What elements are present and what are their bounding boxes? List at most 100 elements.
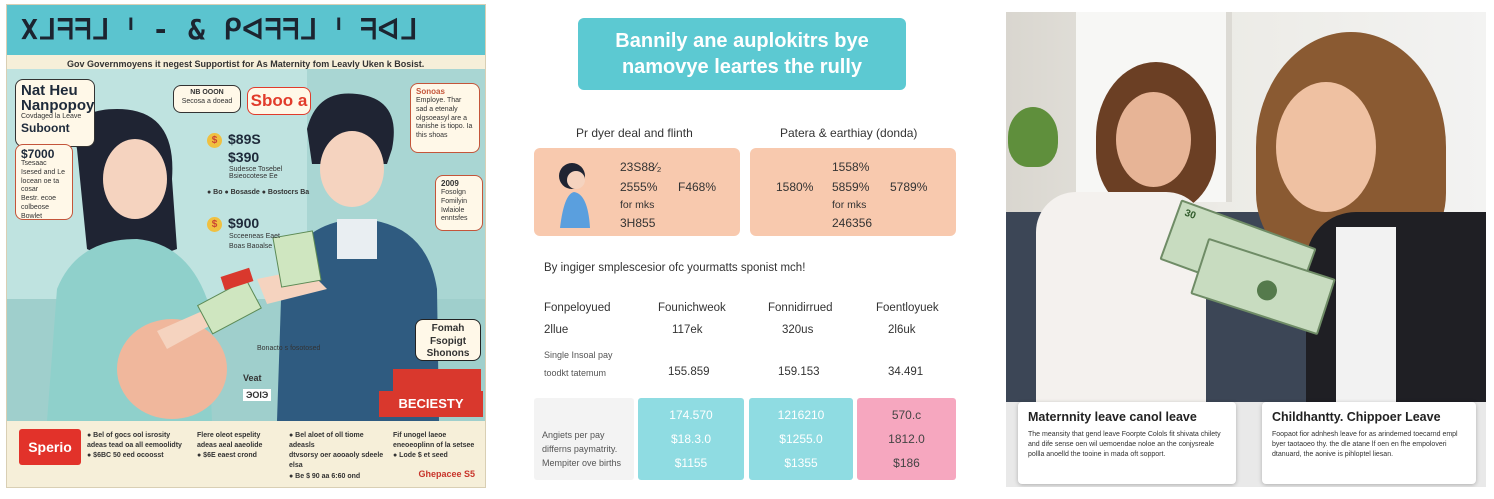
money-line-1: $ $89S [207,131,261,148]
tile-value: 174.570 [669,408,713,422]
caption-card-maternity: Maternnity leave canol leave The meansit… [1018,402,1236,484]
footer-col-1: ● Bel of gocs ool isrosity adeas tead oa… [87,431,183,461]
poster-subtitle: Gov Governmoyens it negest Supportist fo… [67,59,425,69]
bubble-left-line4: Suboont [21,120,70,135]
footer-text: ● Bel of gocs ool isrosity [87,432,171,439]
card-right-v1: 1558% [832,160,870,174]
bubble-left-line2: Nanpopoy [21,97,95,114]
info-bubble-top: NB OOON Secosa a doead [173,85,241,113]
column-header: Foentloyuek [876,302,939,314]
title-line-1: Bannily ane auplokitrs bye [615,30,869,52]
bullet-row: ● Bo ● Bosasde ● Bostocrs Ba [207,189,310,196]
stat-left-text: Tsesaac Isesed and Le locean oe ta cosar [21,160,65,194]
table-cell: 155.859 [668,366,710,378]
card-left-v3: F468% [678,180,717,194]
info-bubble-left: Nat Heu Nanpopoy Covdaged la Leave Suboo… [15,79,95,147]
card-left-heading: Pr dyer deal and flinth [576,126,693,140]
money-value-2: $390 [228,149,260,165]
family-box: Fomah Fsopigt Shonons [415,319,481,361]
poster-footer: ● Bel of gocs ool isrosity adeas tead oa… [7,421,485,487]
info-bubble-right-2: 2009 Fosolgn Fomilyin Iwlaiole enntsfes [435,175,483,231]
cashier-label: Veat [243,373,262,383]
tile-value: 1812.0 [888,432,925,446]
value-tile-1: 174.570 $18.3.0 $1155 [638,398,744,480]
bubble-top-line2: Secosa a doead [181,97,233,105]
poster-brand: Ghepacee S5 [418,469,475,479]
stat-left-value: $7000 [21,147,55,161]
footer-text: ● Lode $ et seed [393,452,448,460]
comparison-heading: By ingiger smplescesior ofc yourmatts sp… [544,262,806,274]
card-right-heading: Patera & earthiay (donda) [780,126,918,140]
table-cell: 2llue [544,324,569,336]
card-right: 1558% 1580% 5859% 5789% for mks 246356 [750,148,956,236]
stat-bubble-left: $7000 Tsesaac Isesed and Le locean oe ta… [15,144,73,220]
tile-value: $1255.0 [779,432,823,446]
row-label: toodkt tatemum [544,368,607,378]
tile-value: $1355 [784,456,818,470]
value-tile-3: 570.c 1812.0 $186 [857,398,956,480]
footer-col-3: ● Bel aloet of oll tiome adeasls dtvsors… [289,431,389,482]
column-header: Fonpeloyued [544,302,611,314]
tile-value: $186 [893,456,920,470]
poster-banner: Xᒧᖷᖷᒧ ᑊ - & ᑭᐊᖷᖷᒧ ᑊ ᖷᐊᒧ [7,5,485,55]
plant [1008,107,1058,167]
money-value-3: $900 [228,215,260,231]
bubble-right2-text: Fosolgn Fomilyin Iwlaiole enntsfes [441,189,468,223]
family-line3: Shonons [426,348,470,359]
footer-text: ● $6E eaest crond [197,452,257,460]
woman-right-jacket [1306,212,1486,402]
bubble-right-title: Sonoas [416,87,445,96]
footer-col-2: Flere oleot espelity adeas aeal aaeolide… [197,431,285,461]
card-right-v6: 246356 [832,216,873,230]
card-right-v2: 1580% [776,180,814,194]
card-left-v5: 3H855 [620,216,656,230]
leave-infographic: Bannily ane auplokitrs bye namovye leart… [500,4,986,488]
card-right-v5: for mks [832,199,867,211]
table-cell: 117ek [672,324,703,336]
family-line2: Fsopigt [429,335,467,347]
column-header: Fonnidirrued [768,302,833,314]
coin-icon: $ [207,132,222,148]
bubble-right2-value: 2009 [441,179,459,188]
couple-illustration [7,69,485,421]
footer-text: adeas aeal aaeolide [197,442,263,450]
footer-text: Fif unogel laeoe [393,432,447,439]
woman-right-face [1276,82,1376,212]
till-label: ЭОІЭ [243,389,272,401]
footer-text: eneoeoplinn of la setsee [393,442,475,450]
tile-label: differns paymatrity. [542,444,618,454]
caption-card-childhood: Childhantty. Chippoer Leave Foopaot fior… [1262,402,1476,484]
table-cell: 320us [782,324,814,336]
poster-scene: Nat Heu Nanpopoy Covdaged la Leave Suboo… [7,69,485,421]
bubble-right-body: Employe. Thar sad a etenaly olgsoeasyl a… [416,97,473,139]
caption-body: Foopaot fior adnhesh leave for as arinde… [1272,431,1458,458]
money-line-2: $390 [228,149,259,165]
footer-col-4: Fif unogel laeoe eneoeoplinn of la setse… [393,431,481,461]
woman-left-face [1116,92,1191,187]
money-value-1: $89S [228,131,261,147]
bubble-top-line1: NB OOON [190,89,224,96]
caption-title: Maternnity leave canol leave [1028,410,1197,424]
family-line1: Fomah [431,323,465,334]
table-cell: 159.153 [778,366,820,378]
mothers-photo: 30 Maternnity leave canol leave The mean… [1006,12,1486,487]
red-box-top [393,369,481,391]
title-line-2: namovye leartes the rully [621,56,863,78]
girl-icon [559,163,590,228]
table-cell: 2l6uk [888,324,916,336]
tile-value: $1155 [674,456,708,470]
money-line-3: $ $900 [207,215,259,232]
bubble-left-line3: Covdaged la Leave [21,113,82,120]
card-left: 23S88⁄₂ 2555% F468% for mks 3H855 [534,148,740,236]
caption-title: Childhantty. Chippoer Leave [1272,410,1441,424]
footer-text: adeas tead oa all eemoolidty [87,442,182,450]
value-tile-2: 1216210 $1255.0 $1355 [749,398,853,480]
bill-number: 30 [1182,207,1198,222]
red-label-bubble: Sboo a [247,87,311,115]
infographic-title: Bannily ane auplokitrs bye namovye leart… [578,18,906,90]
tile-label-box: Angiets per pay differns paymatrity. Mem… [534,398,634,480]
tile-value: $18.3.0 [670,432,712,446]
tile-label: Mempiter ove births [542,458,622,468]
row-label: Single Insoal pay [544,350,613,360]
coin-icon-2: $ [207,216,222,232]
